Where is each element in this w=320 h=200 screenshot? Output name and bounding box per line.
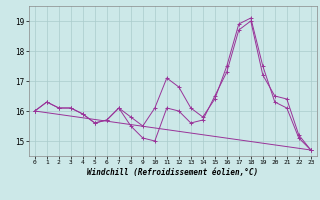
X-axis label: Windchill (Refroidissement éolien,°C): Windchill (Refroidissement éolien,°C) [87,168,258,177]
